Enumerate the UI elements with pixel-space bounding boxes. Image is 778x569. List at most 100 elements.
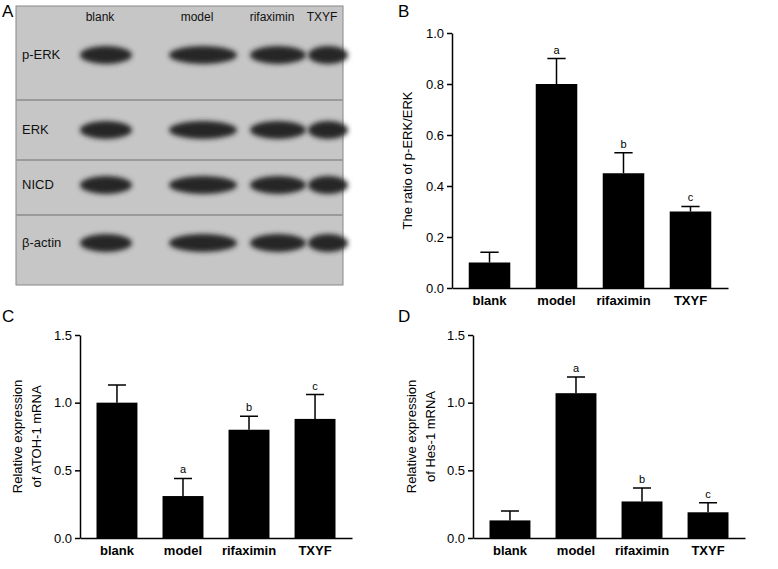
- error-bar: [699, 503, 717, 512]
- annotation: b: [639, 473, 645, 485]
- x-tick-label: TXYF: [298, 543, 331, 558]
- error-bar: [681, 206, 699, 211]
- y-tick: 0.0: [426, 281, 452, 296]
- y-tick-label: 1.0: [426, 26, 444, 41]
- blot-membrane: [16, 6, 343, 285]
- y-tick: 1.0: [54, 395, 80, 410]
- blot-band: [80, 121, 132, 139]
- x-tick: blank: [100, 543, 135, 558]
- blot-separator: [16, 214, 343, 216]
- y-axis-title: Relative expression: [10, 380, 25, 493]
- x-tick: model: [164, 543, 202, 558]
- blot-band: [169, 46, 237, 64]
- y-tick-label: 0.6: [426, 128, 444, 143]
- x-tick: rifaximin: [596, 293, 650, 308]
- y-tick-label: 0.0: [447, 531, 465, 546]
- x-axis-line: [453, 288, 729, 290]
- y-tick-mark: [468, 470, 473, 472]
- x-tick-label: model: [537, 293, 575, 308]
- blot-panel: AblankmodelrifaximinTXYFp-ERKERKNICDβ-ac…: [2, 2, 348, 285]
- annotation: a: [180, 463, 187, 475]
- annotation: c: [705, 488, 711, 500]
- y-axis: 0.00.51.01.5: [54, 328, 81, 546]
- error-bar: [567, 377, 585, 393]
- x-tick-label: rifaximin: [615, 543, 669, 558]
- y-tick-label: 0.4: [426, 179, 444, 194]
- lane-label: model: [181, 10, 214, 24]
- blot-band: [250, 46, 306, 64]
- y-tick-mark: [75, 335, 80, 337]
- blot-separator: [16, 99, 343, 101]
- bar: [229, 430, 270, 538]
- y-tick-mark: [468, 538, 473, 540]
- y-tick: 0.4: [426, 179, 452, 194]
- y-tick-mark: [75, 538, 80, 540]
- x-tick: model: [557, 543, 595, 558]
- bar: [603, 173, 645, 288]
- y-tick-label: 0.5: [447, 463, 465, 478]
- x-tick-label: rifaximin: [596, 293, 650, 308]
- bar-chart: B0.00.20.40.60.81.0blankmodelrifaximinTX…: [398, 2, 729, 308]
- y-tick-mark: [447, 237, 452, 239]
- y-tick: 0.2: [426, 230, 452, 245]
- bar-chart: C0.00.51.01.5blankmodelrifaximinTXYFRela…: [2, 307, 353, 558]
- y-tick: 0.6: [426, 128, 452, 143]
- blot-band: [80, 46, 132, 64]
- x-tick: model: [537, 293, 575, 308]
- y-tick-label: 0.0: [54, 531, 72, 546]
- blot-band: [250, 176, 306, 194]
- error-bar: [174, 478, 192, 496]
- bar: [556, 393, 597, 538]
- y-tick-label: 1.5: [447, 328, 465, 343]
- y-axis-title: of ATOH-1 mRNA: [29, 385, 44, 487]
- bar: [469, 263, 511, 289]
- blot-band: [80, 234, 132, 252]
- x-tick-label: blank: [493, 543, 528, 558]
- row-label: ERK: [22, 122, 49, 137]
- x-tick-label: model: [557, 543, 595, 558]
- x-tick: TXYF: [298, 543, 331, 558]
- panel-letter: D: [398, 307, 410, 326]
- y-tick-mark: [468, 335, 473, 337]
- y-tick-mark: [468, 402, 473, 404]
- y-tick-mark: [75, 470, 80, 472]
- plot-area: [469, 59, 712, 289]
- y-axis: 0.00.20.40.60.81.0: [426, 26, 453, 296]
- bar: [97, 403, 138, 538]
- y-tick: 1.0: [426, 26, 452, 41]
- y-axis: 0.0 0.5 1.0 1.5: [447, 328, 474, 546]
- x-tick-label: rifaximin: [222, 543, 276, 558]
- y-axis-title: Relative expression: [404, 380, 419, 493]
- row-label: β-actin: [22, 235, 61, 250]
- y-tick-label: 1.0: [447, 395, 465, 410]
- lane-label: rifaximin: [250, 10, 295, 24]
- error-bar: [480, 252, 498, 262]
- bar: [536, 84, 578, 288]
- blot-band: [250, 234, 306, 252]
- x-tick-label: blank: [473, 293, 508, 308]
- plot-area: [490, 377, 729, 538]
- panel-letter: B: [398, 2, 409, 21]
- annotation: a: [573, 362, 580, 374]
- panel-letter: A: [2, 2, 14, 21]
- y-axis-line: [452, 34, 454, 289]
- annotation: a: [553, 44, 560, 56]
- blot-band: [308, 176, 348, 194]
- error-bar: [633, 488, 651, 502]
- error-bar: [547, 59, 565, 85]
- y-axis-line: [80, 336, 82, 539]
- annotation: b: [246, 401, 252, 413]
- y-tick-mark: [447, 33, 452, 35]
- error-bar: [614, 153, 632, 173]
- x-tick-label: blank: [100, 543, 135, 558]
- y-tick-mark: [447, 135, 452, 137]
- x-tick: rifaximin: [615, 543, 669, 558]
- blot-band: [169, 176, 237, 194]
- bar: [295, 419, 336, 538]
- y-tick: 0.5: [54, 463, 80, 478]
- bar: [163, 496, 204, 538]
- error-bar: [108, 385, 126, 403]
- blot-band: [169, 121, 237, 139]
- blot-band: [80, 176, 132, 194]
- figure: AblankmodelrifaximinTXYFp-ERKERKNICDβ-ac…: [0, 0, 778, 569]
